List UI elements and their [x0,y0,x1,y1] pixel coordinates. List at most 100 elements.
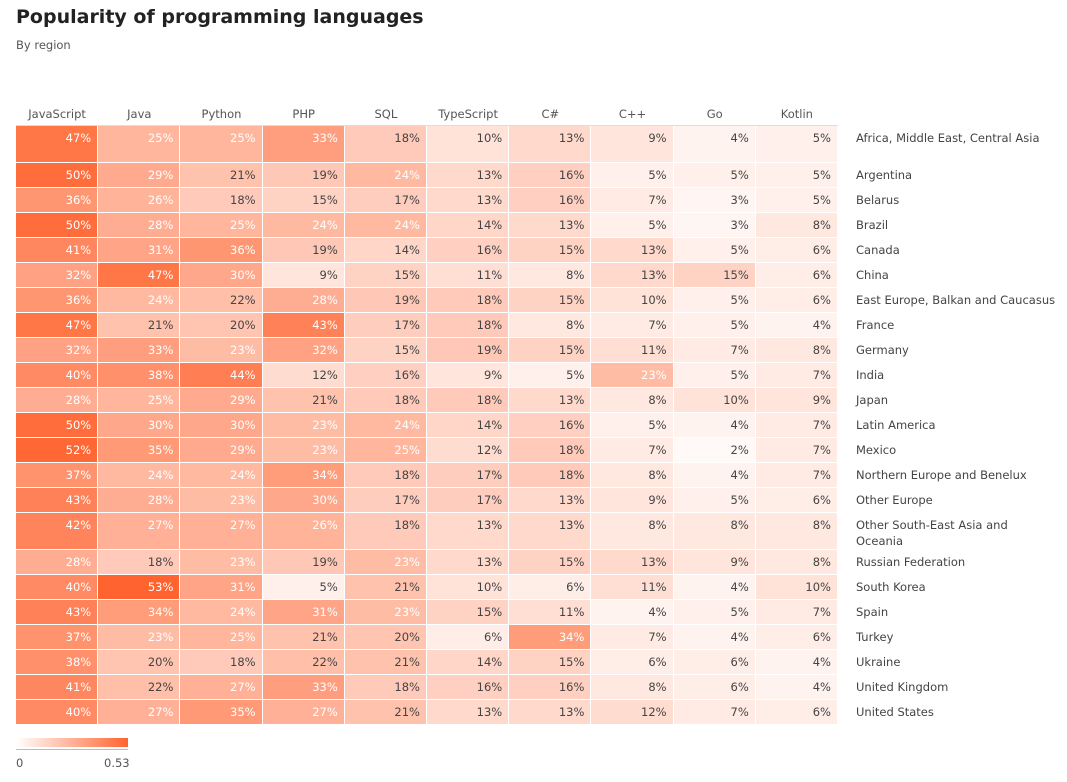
heatmap-cell: 27% [180,513,263,550]
row-label: Russian Federation [856,555,966,569]
heatmap-cell: 32% [16,338,99,363]
heatmap-cell: 28% [98,488,181,513]
heatmap-cell: 23% [591,363,674,388]
heatmap-cell: 13% [509,213,592,238]
heatmap-cell: 22% [180,288,263,313]
heatmap-cell: 16% [427,238,510,263]
heatmap-cell: 22% [98,675,181,700]
heatmap-cell: 43% [16,600,99,625]
heatmap-cell: 9% [591,126,674,163]
heatmap-cell: 13% [509,126,592,163]
heatmap-cell: 5% [591,213,674,238]
heatmap-cell: 38% [98,363,181,388]
row-label: Latin America [856,418,936,432]
heatmap-cell: 13% [427,550,510,575]
column-header: SQL [374,107,398,121]
heatmap-cell: 11% [591,338,674,363]
heatmap-cell: 17% [344,313,427,338]
heatmap-cell: 20% [180,313,263,338]
heatmap-cell: 34% [509,625,592,650]
heatmap-cell: 28% [262,288,345,313]
heatmap-cell: 7% [755,438,838,463]
heatmap-cell: 16% [344,363,427,388]
heatmap-cell: 21% [344,650,427,675]
heatmap-cell: 50% [16,213,99,238]
heatmap-cell: 37% [16,625,99,650]
heatmap-cell: 13% [591,238,674,263]
heatmap-cell: 38% [16,650,99,675]
heatmap-cell: 4% [673,413,756,438]
heatmap-cell: 18% [180,650,263,675]
heatmap-cell: 10% [427,575,510,600]
heatmap-cell: 8% [755,550,838,575]
heatmap-cell: 18% [344,126,427,163]
heatmap-cell: 4% [673,575,756,600]
heatmap-cell: 36% [180,238,263,263]
heatmap-cell: 5% [673,488,756,513]
heatmap-cell: 4% [755,313,838,338]
heatmap-cell: 25% [180,213,263,238]
row-label: Brazil [856,218,889,232]
heatmap-cell: 15% [509,238,592,263]
heatmap-cell: 13% [509,488,592,513]
heatmap-cell: 9% [673,550,756,575]
heatmap-cell: 25% [180,625,263,650]
heatmap-cell: 24% [262,213,345,238]
heatmap-cell: 30% [262,488,345,513]
row-label: Other South-East Asia and Oceania [856,518,1008,548]
heatmap-cell: 41% [16,238,99,263]
heatmap-cell: 16% [427,675,510,700]
heatmap-cell: 52% [16,438,99,463]
heatmap-cell: 13% [427,188,510,213]
heatmap-cell: 18% [509,463,592,488]
row-label: United States [856,705,934,719]
heatmap-cell: 7% [591,625,674,650]
heatmap-cell: 8% [509,313,592,338]
heatmap-cell: 29% [98,163,181,188]
heatmap-cell: 16% [509,675,592,700]
row-label: India [856,368,885,382]
heatmap-cell: 23% [262,413,345,438]
row-label: South Korea [856,580,926,594]
row-label: East Europe, Balkan and Caucasus [856,293,1056,307]
heatmap-cell: 15% [344,338,427,363]
color-legend-bar [16,738,128,747]
row-label: Turkey [856,630,894,644]
row-label: Africa, Middle East, Central Asia [856,131,1040,145]
heatmap-cell: 13% [509,388,592,413]
heatmap-cell: 26% [98,188,181,213]
heatmap-cell: 6% [755,488,838,513]
heatmap-cell: 15% [509,288,592,313]
heatmap-cell: 3% [673,213,756,238]
heatmap-cell: 9% [591,488,674,513]
heatmap-cell: 18% [344,463,427,488]
heatmap-cell: 7% [591,188,674,213]
heatmap-cell: 4% [755,675,838,700]
heatmap-cell: 12% [262,363,345,388]
heatmap-cell: 8% [591,513,674,550]
heatmap-cell: 15% [427,600,510,625]
heatmap-cell: 24% [180,463,263,488]
heatmap-cell: 14% [427,650,510,675]
heatmap-cell: 5% [262,575,345,600]
heatmap-cell: 29% [180,388,263,413]
heatmap-cell: 23% [98,625,181,650]
heatmap-cell: 18% [427,388,510,413]
heatmap-cell: 24% [344,413,427,438]
heatmap-cell: 19% [344,288,427,313]
heatmap-cell: 18% [344,513,427,550]
heatmap-cell: 20% [98,650,181,675]
heatmap-cell: 5% [509,363,592,388]
heatmap-cell: 28% [16,550,99,575]
heatmap-cell: 18% [344,675,427,700]
heatmap-cell: 15% [673,263,756,288]
heatmap-cell: 24% [344,213,427,238]
heatmap-cell: 18% [427,313,510,338]
heatmap-cell: 30% [180,413,263,438]
heatmap-cell: 19% [262,238,345,263]
heatmap-cell: 47% [98,263,181,288]
heatmap-cell: 16% [509,188,592,213]
row-label: United Kingdom [856,680,949,694]
column-header: C# [541,107,560,121]
heatmap-cell: 19% [427,338,510,363]
